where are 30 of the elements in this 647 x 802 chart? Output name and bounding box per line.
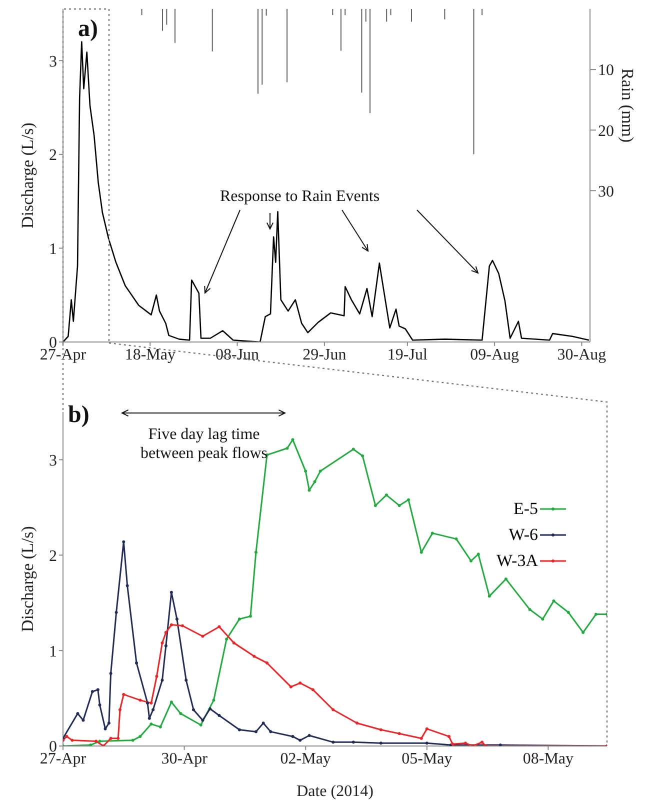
legend-label: W-6 [508,525,538,545]
y-tick-label: 2 [49,147,57,164]
x-tick-label: 30-Apr [161,750,208,768]
annotation: b) [68,402,90,429]
x-tick-label: 29-Jun [302,346,346,364]
x-tick-label: 19-Jul [387,346,428,364]
x-tick-label: 08-Jun [216,346,260,364]
x-tick-label: 02-May [280,750,331,768]
y-tick-label: 1 [49,643,57,660]
annotation: Five day lag time between peak flows [139,425,269,463]
x-tick-label: 08-May [522,750,574,768]
x-tick-label: 09-Aug [470,346,520,364]
legend-label: E-5 [512,499,538,519]
y2-tick-label: 20 [598,122,614,140]
y2-axis-title: Rain (mm) [618,68,637,143]
annotation: Response to Rain Events [220,188,380,206]
y-tick-label: 1 [49,240,57,258]
legend-label: W-3A [495,551,538,571]
x-tick-label: 18-May [124,346,176,364]
y-axis-title: Discharge (L/s) [18,526,38,632]
y-tick-label: 3 [49,53,57,70]
y-tick-label: 3 [49,452,57,470]
y2-tick-label: 10 [598,62,614,80]
x-tick-label: 30-Aug [557,346,606,364]
x-tick-label: 05-May [402,750,452,768]
y-axis-title: Discharge (L/s) [18,122,38,228]
x-axis-title: Date (2014) [296,783,374,800]
y-tick-label: 2 [49,548,57,565]
annotation: a) [78,16,98,43]
y2-tick-label: 30 [598,183,614,200]
